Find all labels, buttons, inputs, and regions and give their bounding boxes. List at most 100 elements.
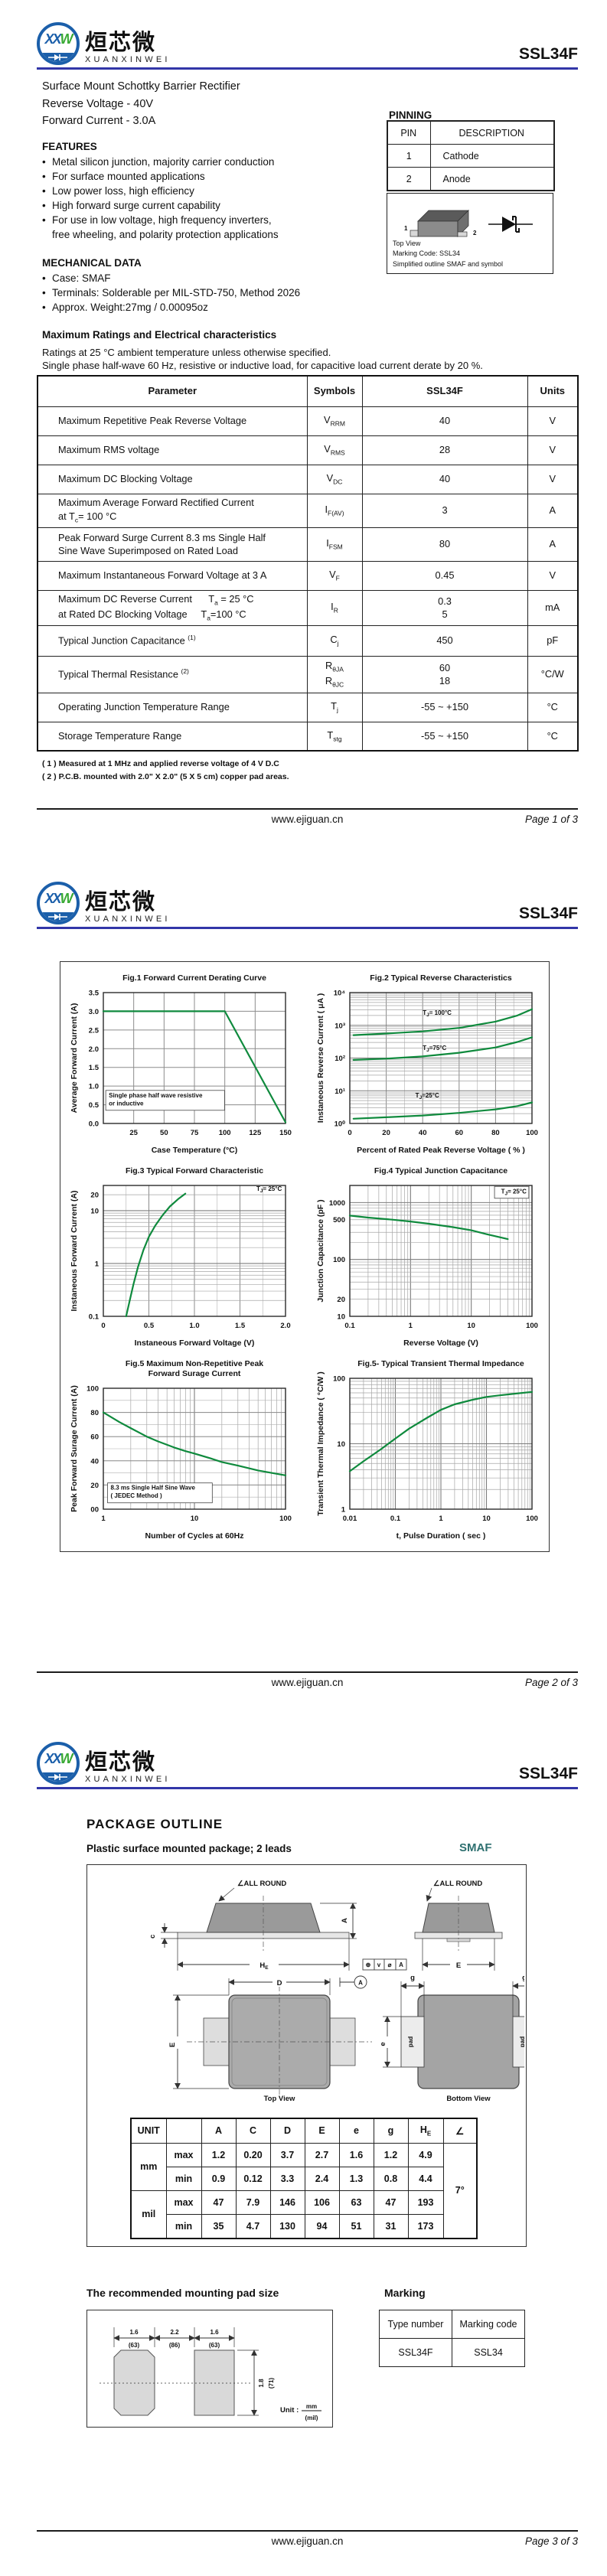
ratings-col-symbols: Symbols — [306, 375, 363, 407]
svg-text:Instaneous Reverse Current ( μ: Instaneous Reverse Current ( μA ) — [316, 993, 325, 1123]
svg-text:1: 1 — [439, 1515, 443, 1523]
dimension-value: 1.6 — [338, 2142, 374, 2167]
rating-symbol: Tstg — [306, 721, 363, 752]
ratings-row: Maximum Repetitive Peak Reverse Voltage V… — [37, 406, 579, 436]
footnote-1: ( 1 ) Measured at 1 MHz and applied reve… — [42, 759, 279, 768]
footer-site: www.ejiguan.cn — [271, 814, 344, 825]
svg-text:Fig.5 Maximum Non-Repetitive: Fig.5 Maximum Non-Repetitive Peak — [126, 1359, 263, 1368]
logo-xx: XX — [44, 31, 61, 47]
header-row: XXW 烜芯微 XUANXINWEI SSL34F — [37, 879, 578, 924]
list-item-text: Metal silicon junction, majority carrier… — [52, 156, 275, 168]
pad-dim-mil: (63) — [129, 2342, 140, 2349]
fig5-chart: 1 10 100 00 20 40 60 80 100 Fig.5 Maximum Non-Rep… — [70, 1359, 292, 1541]
list-item: • High forward surge current capability — [42, 198, 279, 213]
company-logo: XXW 烜芯微 XUANXINWEI — [37, 882, 171, 924]
dimension-col-header: D — [269, 2118, 305, 2144]
marking-table: Type number Marking code SSL34F SSL34 — [379, 2310, 525, 2367]
dimension-col-header: ∠ — [442, 2118, 478, 2144]
svg-text:0.01: 0.01 — [343, 1515, 357, 1523]
pad-dim-mm: 2.2 — [170, 2329, 179, 2336]
svg-text:100: 100 — [333, 1375, 345, 1384]
dimension-col-header: C — [235, 2118, 271, 2144]
rating-unit: V — [527, 560, 579, 591]
pinning-col-pin: PIN — [387, 120, 431, 145]
dimension-value: 35 — [201, 2213, 237, 2239]
dimension-value: 4.4 — [407, 2166, 444, 2191]
package-outline-title: PACKAGE OUTLINE — [86, 1817, 224, 1831]
bullet-icon: • — [42, 302, 46, 313]
ratings-note: Ratings at 25 °C ambient temperature unl… — [42, 347, 331, 358]
list-item-text: For surface mounted applications — [52, 171, 205, 182]
svg-text:10: 10 — [337, 1313, 345, 1322]
pinning-table: PIN DESCRIPTION 1 Cathode 2 Anode — [387, 120, 555, 191]
pad-unit-denominator: (mil) — [305, 2415, 318, 2421]
package-caption-line: Marking Code: SSL34 — [393, 249, 461, 257]
list-item-text: High forward surge current capability — [52, 200, 220, 211]
rating-unit: V — [527, 406, 579, 436]
svg-text:10²: 10² — [335, 1055, 345, 1063]
datum-cell: ⊕ — [366, 1961, 371, 1968]
footer-page-number: Page 3 of 3 — [524, 2535, 578, 2547]
svg-text:0.0: 0.0 — [89, 1120, 99, 1129]
dimension-value: 193 — [407, 2190, 444, 2215]
bullet-icon: • — [42, 214, 46, 226]
dimension-value: 1.2 — [201, 2142, 237, 2167]
pad-dim-mm: 1.6 — [210, 2329, 219, 2336]
svg-text:0.1: 0.1 — [89, 1313, 100, 1322]
svg-text:125: 125 — [249, 1129, 262, 1137]
svg-text:10: 10 — [337, 1440, 345, 1449]
svg-text:1: 1 — [341, 1506, 346, 1515]
fig2-annotation: TJ=25°C — [416, 1092, 439, 1101]
mechanical-list: • Case: SMAF • Terminals: Solderable per MI… — [42, 271, 300, 315]
marking-code: SSL34 — [452, 2338, 525, 2367]
part-number: SSL34F — [518, 45, 578, 63]
figure-6-transient-thermal-impedance: 0.01 0.1 1 10 100 1 10 100 Fig.5- Typical Transi… — [313, 1357, 543, 1548]
svg-text:t, Pulse Duration ( sec ): t, Pulse Duration ( sec ) — [397, 1531, 486, 1541]
datum-a-circle: A — [358, 1980, 363, 1987]
ratings-row: Maximum Average Forward Rectified Curren… — [37, 493, 579, 528]
svg-text:10: 10 — [467, 1322, 475, 1330]
ratings-col-units: Units — [527, 375, 579, 407]
rating-symbol: Tj — [306, 692, 363, 722]
dimension-value: 106 — [304, 2190, 340, 2215]
svg-text:1.5: 1.5 — [235, 1322, 246, 1330]
fig4-annotation: TJ= 25°C — [501, 1188, 527, 1196]
svg-text:25: 25 — [129, 1129, 138, 1137]
pad-dim-mil: (63) — [209, 2342, 220, 2349]
rating-parameter: Maximum Repetitive Peak Reverse Voltage — [37, 406, 308, 436]
fig4-series — [348, 1215, 509, 1241]
rating-value: 40 — [361, 406, 528, 436]
rating-parameter: Maximum DC Blocking Voltage — [37, 464, 308, 494]
svg-text:Peak Forward Surage Current (A: Peak Forward Surage Current (A) — [70, 1385, 79, 1512]
svg-text:2.5: 2.5 — [89, 1026, 100, 1035]
pad-unit-label: Unit : — [280, 2406, 299, 2415]
rating-symbol: RθJA RθJC — [306, 655, 363, 693]
rating-symbol: Cj — [306, 624, 363, 657]
datum-cell: ⌀ — [388, 1961, 392, 1968]
dimension-unit: mm — [130, 2142, 167, 2191]
svg-text:Fig.2 Typical Reverse Charact: Fig.2 Typical Reverse Characteristics — [370, 973, 512, 983]
svg-text:10³: 10³ — [335, 1022, 345, 1030]
rating-symbol: VDC — [306, 464, 363, 494]
dimension-minmax: min — [165, 2166, 202, 2191]
logo-diode-icon — [40, 53, 77, 62]
svg-text:80: 80 — [90, 1409, 99, 1417]
footer-site: www.ejiguan.cn — [271, 1677, 344, 1688]
datum-cell: A — [399, 1961, 403, 1968]
pinning-row: 1 Cathode — [387, 144, 555, 168]
dimension-value: 0.8 — [373, 2166, 409, 2191]
header-rule — [37, 1787, 578, 1789]
pin-number: 2 — [387, 167, 431, 191]
dimension-value: 7.9 — [235, 2190, 271, 2215]
figure-1-forward-current-derating: 25 50 75 100 125 150 0.0 0.5 1.0 1.5 2.0 2.5 3.0 3.5 F… — [67, 971, 296, 1162]
svg-text:1.0: 1.0 — [189, 1322, 199, 1330]
package-outline-thumb: 1 2 Top View Marking Code: SSL34 Simplif… — [387, 193, 553, 274]
logo-mark-icon: XXW — [37, 22, 80, 65]
mechanical-title: MECHANICAL DATA — [42, 257, 142, 269]
dimension-row: min 0.9 0.12 3.3 2.4 1.3 0.8 4.4 — [131, 2166, 477, 2191]
features-list: • Metal silicon junction, majority carrie… — [42, 155, 279, 242]
mounting-pad-drawing: 1.6 (63) 2.2 (86) 1.6 (63) 1.8 (71) Unit… — [100, 2327, 321, 2421]
pinning-col-description: DESCRIPTION — [429, 120, 555, 145]
rating-unit: pF — [527, 624, 579, 657]
rating-unit: °C — [527, 721, 579, 752]
